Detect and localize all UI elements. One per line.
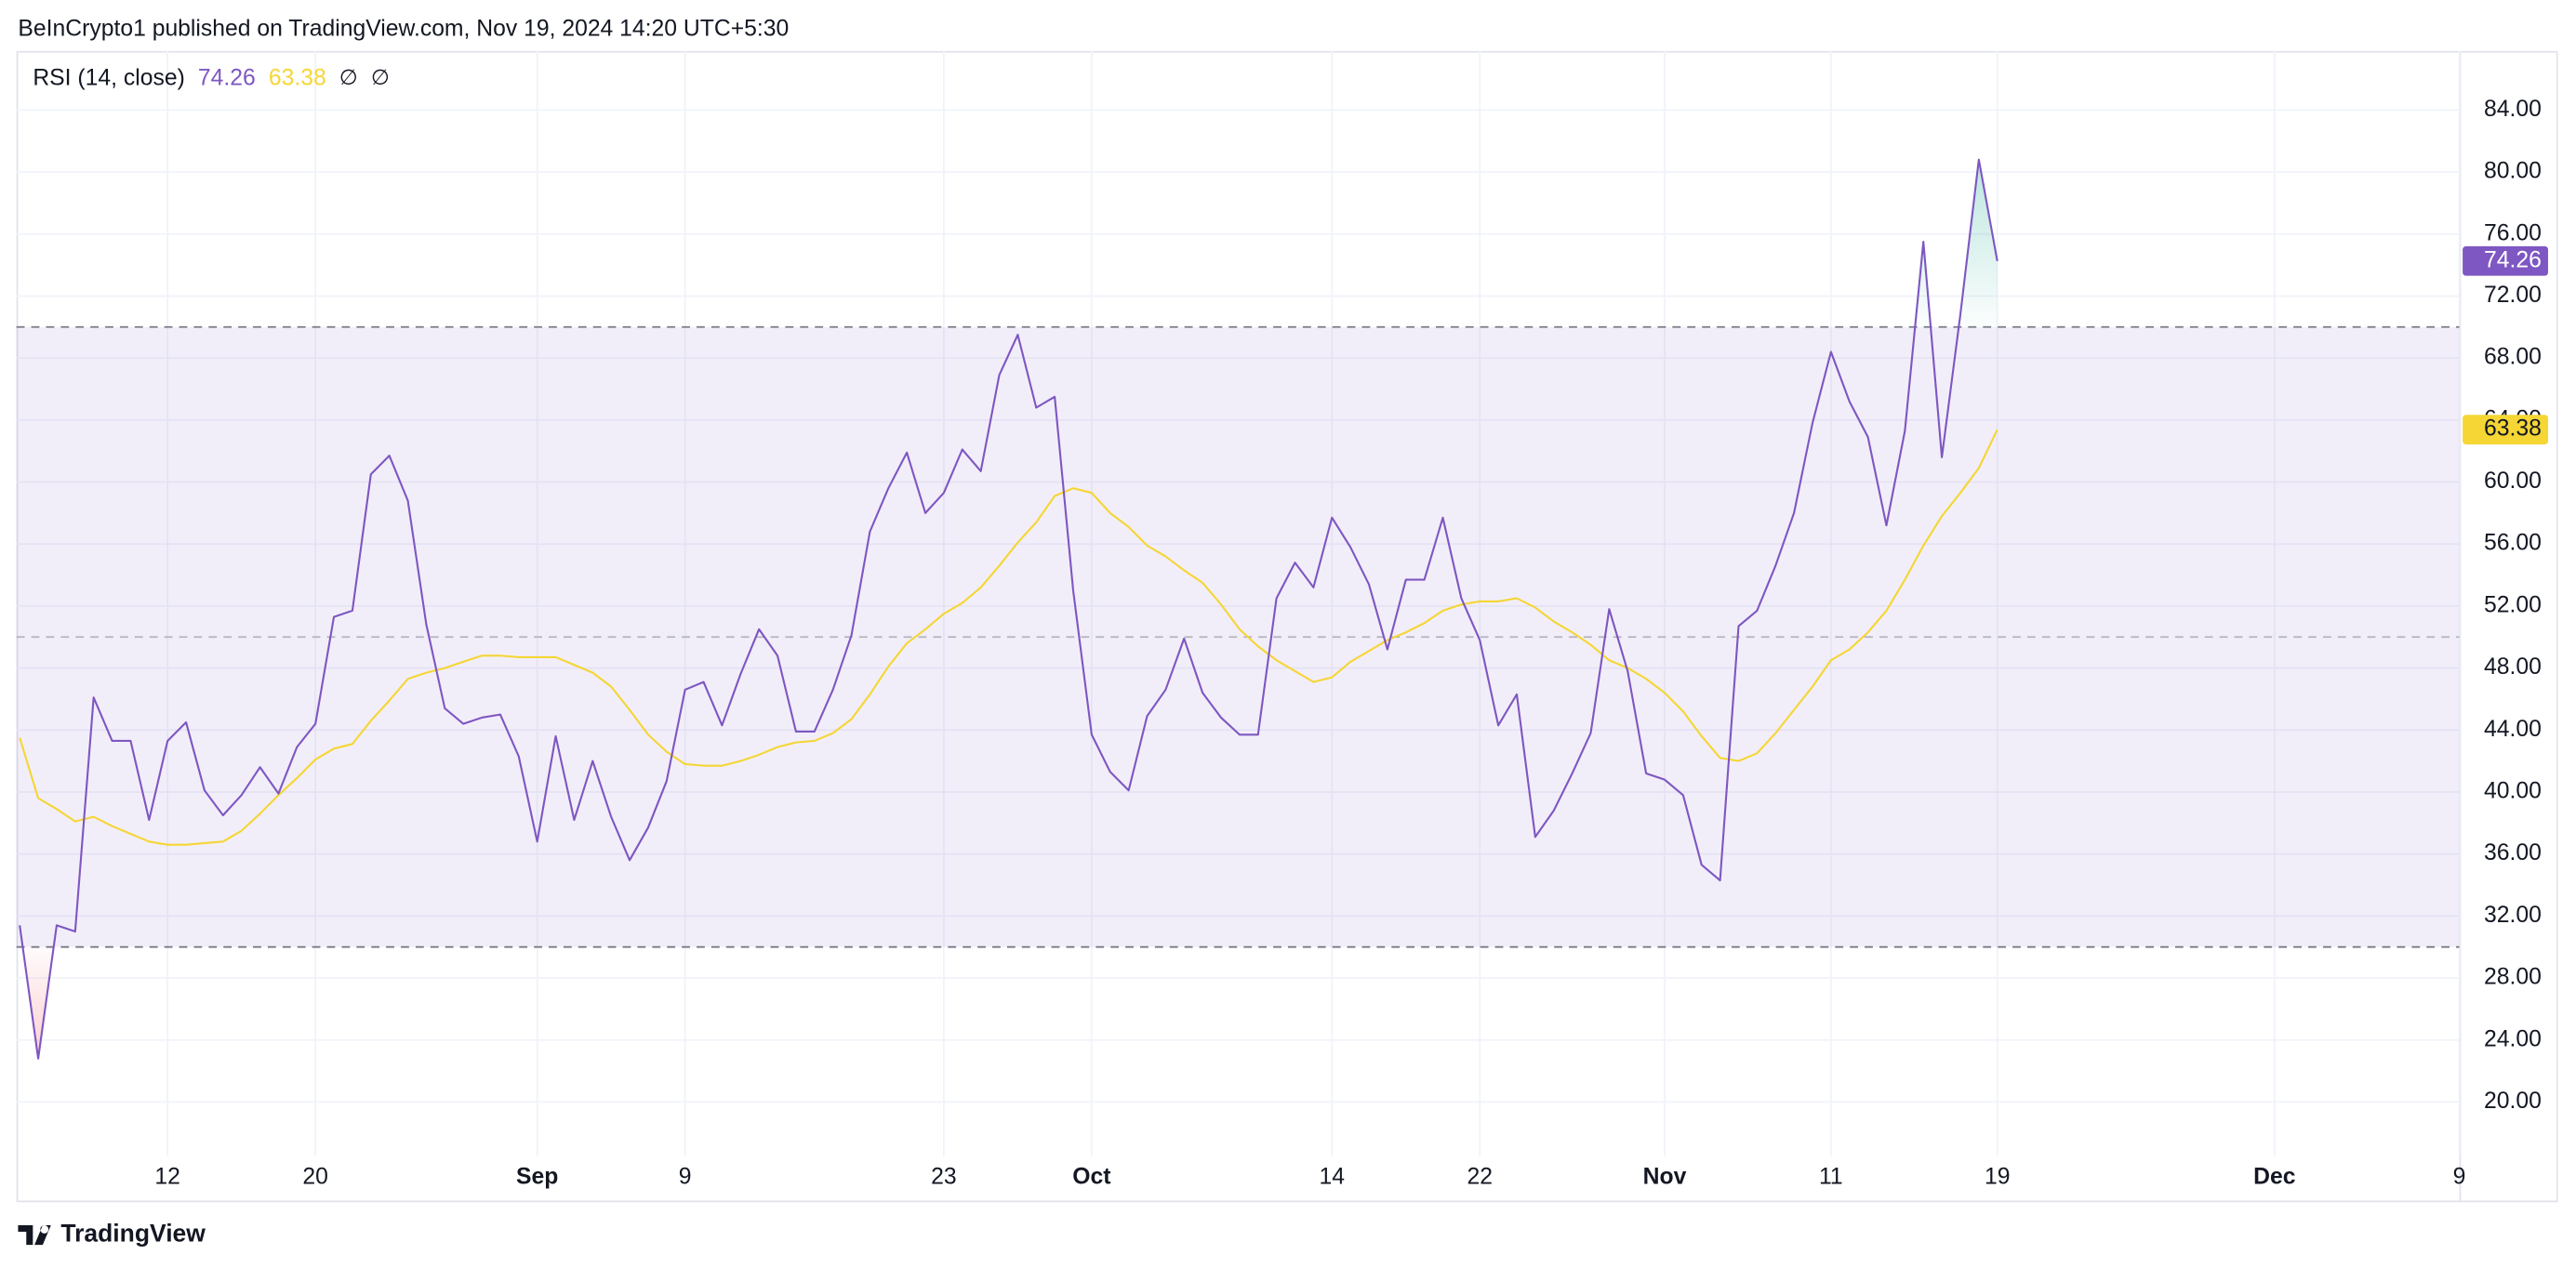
y-tick-label: 36.00 (2484, 840, 2542, 865)
chart-frame (16, 50, 2558, 1203)
logo-icon (18, 1224, 51, 1246)
y-tick-label: 24.00 (2484, 1026, 2542, 1051)
header-text: BeInCrypto1 published on TradingView.com… (18, 16, 789, 41)
x-tick-label: 9 (2453, 1164, 2466, 1189)
legend-value: 63.38 (269, 65, 326, 90)
legend: RSI (14, close) 74.26 63.38 ∅ ∅ (33, 65, 390, 90)
legend-value: 74.26 (198, 65, 256, 90)
plot-layer (19, 158, 1998, 1060)
x-tick-label: 14 (1320, 1164, 1346, 1189)
legend-title: RSI (14, close) (33, 65, 184, 90)
x-tick-label: 9 (679, 1164, 692, 1189)
x-tick-label: Oct (1072, 1164, 1110, 1189)
x-tick-label: 11 (1819, 1164, 1843, 1189)
x-tick-label: 23 (931, 1164, 956, 1189)
last-value-label: 63.38 (2484, 416, 2542, 442)
y-tick-label: 40.00 (2484, 779, 2542, 804)
last-value-badge (2463, 245, 2548, 276)
y-tick-label: 84.00 (2484, 97, 2542, 122)
x-tick-label: Dec (2253, 1164, 2296, 1189)
oversold-fill (22, 946, 54, 1059)
y-tick-label: 32.00 (2484, 903, 2542, 928)
x-tick-label: 20 (302, 1164, 328, 1189)
footer-logo: TradingView (18, 1220, 206, 1248)
y-tick-label: 80.00 (2484, 159, 2542, 184)
last-value-badge (2463, 415, 2548, 445)
x-tick-label: Nov (1643, 1164, 1687, 1189)
x-tick-label: Sep (516, 1164, 558, 1189)
axis-layer: 20.00 24.00 28.00 32.00 36.00 40.00 44.00 48.00… (154, 97, 2548, 1189)
last-value-label: 74.26 (2484, 247, 2542, 272)
y-tick-label: 28.00 (2484, 965, 2542, 990)
y-tick-label: 44.00 (2484, 717, 2542, 742)
band-layer (16, 325, 2460, 948)
overbought-fill (1915, 159, 1998, 327)
x-tick-label: 22 (1467, 1164, 1493, 1189)
legend-symbol: ∅ (339, 65, 358, 89)
logo-text: TradingView (60, 1220, 206, 1248)
y-tick-label: 52.00 (2484, 592, 2542, 617)
series-line (19, 158, 1998, 1060)
y-tick-label: 56.00 (2484, 531, 2542, 556)
y-tick-label: 76.00 (2484, 220, 2542, 245)
x-tick-label: 12 (154, 1164, 180, 1189)
x-tick-label: 19 (1985, 1164, 2011, 1189)
y-tick-label: 60.00 (2484, 469, 2542, 494)
legend-symbol: ∅ (371, 65, 390, 89)
y-tick-label: 48.00 (2484, 654, 2542, 680)
series-line (19, 429, 1998, 846)
y-tick-label: 72.00 (2484, 283, 2542, 308)
y-tick-label: 20.00 (2484, 1089, 2542, 1114)
y-tick-label: 68.00 (2484, 345, 2542, 370)
